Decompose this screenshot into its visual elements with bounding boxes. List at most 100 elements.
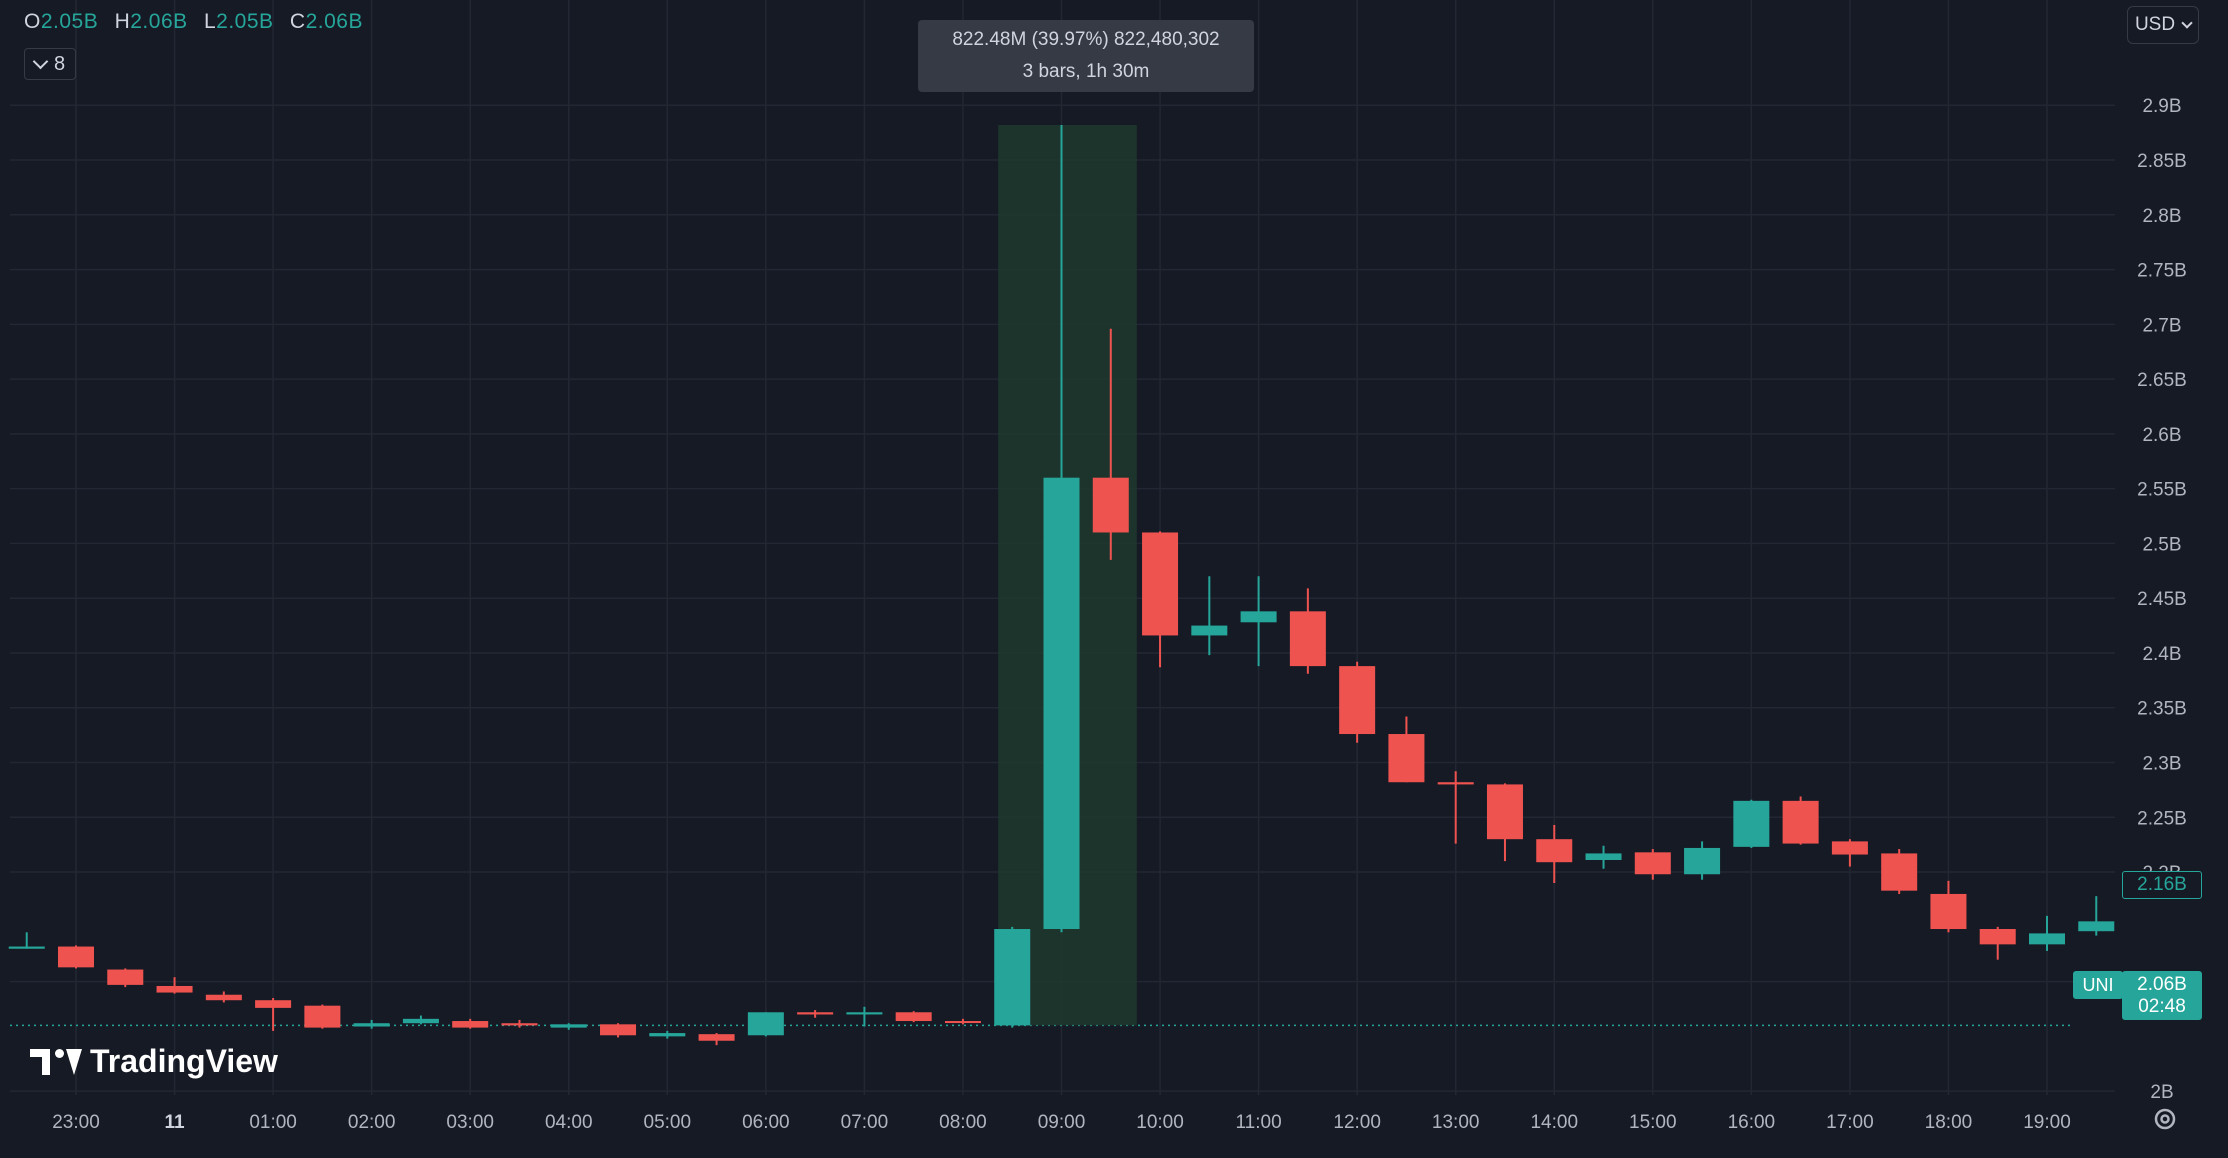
candle-body [255, 1000, 292, 1008]
candle-body [501, 1023, 538, 1026]
candle-body [1684, 847, 1721, 875]
currency-label: USD [2134, 14, 2176, 35]
time-tick-label: 13:00 [1432, 1112, 1480, 1133]
price-tick-label: 2.4B [2142, 644, 2181, 665]
high-label: H [114, 10, 131, 33]
candle-body [1585, 853, 1622, 861]
candle-body [944, 1021, 981, 1024]
candle-body [600, 1024, 637, 1036]
time-tick-label: 16:00 [1728, 1112, 1776, 1133]
time-tick-label: 23:00 [52, 1112, 100, 1133]
time-tick-label: 19:00 [2023, 1112, 2071, 1133]
time-tick-label: 04:00 [545, 1112, 593, 1133]
tradingview-logo[interactable]: TradingView [30, 1043, 278, 1080]
candle-body [747, 1012, 784, 1036]
candle-body [1240, 611, 1277, 623]
time-tick-label: 05:00 [644, 1112, 692, 1133]
price-tick-label: 2.6B [2142, 425, 2181, 446]
low-value: 2.05B [216, 10, 274, 33]
price-tick-label: 2.25B [2137, 808, 2187, 829]
measure-tooltip-change: 822.48M (39.97%) 822,480,302 [952, 29, 1220, 50]
candle-body [1043, 477, 1080, 930]
price-axis: 2B2.1B2.2B2.25B2.3B2.35B2.4B2.45B2.5B2.5… [2137, 96, 2187, 1103]
time-tick-label: 15:00 [1629, 1112, 1677, 1133]
chevron-down-icon [32, 53, 49, 69]
time-tick-label: 02:00 [348, 1112, 396, 1133]
indicators-toggle-button[interactable]: 8 [24, 48, 76, 80]
symbol-tag: UNI [2073, 971, 2123, 999]
last-price-value: 2.06B [2137, 974, 2187, 995]
candle-body [1339, 666, 1376, 735]
bar-countdown: 02:48 [2138, 996, 2186, 1017]
price-tick-label: 2.45B [2137, 589, 2187, 610]
chevron-down-icon [2181, 17, 2193, 29]
candle-body [1930, 893, 1967, 930]
candle-body [1536, 839, 1573, 863]
candle-body [353, 1023, 390, 1027]
candle-body [1634, 852, 1671, 875]
price-tick-label: 2.55B [2137, 480, 2187, 501]
brand-name: TradingView [90, 1043, 278, 1079]
close-value: 2.06B [305, 10, 363, 33]
time-tick-label: 06:00 [742, 1112, 790, 1133]
candle-body [1831, 841, 1868, 855]
time-tick-label: 12:00 [1333, 1112, 1381, 1133]
candle-body [1979, 929, 2016, 945]
time-tick-label: 08:00 [939, 1112, 987, 1133]
candle-body [8, 946, 45, 949]
close-label: C [289, 10, 306, 33]
candle-body [550, 1024, 587, 1028]
indicator-count: 8 [53, 52, 66, 75]
candle-body [1782, 800, 1819, 844]
candle-body [156, 985, 193, 993]
candle-body [1388, 734, 1425, 783]
candle-body [1486, 784, 1523, 840]
candle-body [304, 1005, 341, 1028]
price-tick-label: 2.8B [2142, 206, 2181, 227]
candle-body [107, 969, 144, 985]
low-label: L [203, 10, 217, 33]
time-axis: 23:00 11 01:00 02:00 03:00 04:00 05:00 06:00 07:… [52, 1112, 2071, 1133]
price-marker-label: 2.16B [2122, 871, 2202, 899]
price-tick-label: 2.35B [2137, 699, 2187, 720]
time-tick-label: 11:00 [1236, 1112, 1282, 1133]
time-tick-label: 11 [165, 1112, 186, 1133]
candle-body [895, 1012, 932, 1022]
price-tick-label: 2.85B [2137, 151, 2187, 172]
candle-body [1092, 477, 1129, 533]
candle-body [58, 946, 94, 968]
candle-body [1289, 611, 1326, 667]
candle-body [2029, 933, 2065, 945]
candle-body [452, 1021, 489, 1028]
currency-select[interactable]: USD [2127, 6, 2199, 44]
candle-body [402, 1018, 439, 1024]
candle-body [698, 1034, 735, 1041]
price-tick-label: 2.9B [2142, 96, 2181, 117]
time-tick-label: 09:00 [1038, 1112, 1086, 1133]
candle-body [1437, 782, 1474, 785]
time-tick-label: 03:00 [446, 1112, 494, 1133]
price-tick-label: 2.7B [2142, 315, 2181, 336]
high-value: 2.06B [130, 10, 188, 33]
open-label: O [24, 10, 41, 33]
price-tick-label: 2.3B [2142, 754, 2181, 775]
time-tick-label: 14:00 [1530, 1112, 1578, 1133]
candle-body [1733, 800, 1770, 847]
price-tick-label: 2.65B [2137, 370, 2187, 391]
open-value: 2.05B [40, 10, 99, 33]
candle-body [797, 1012, 834, 1015]
time-tick-label: 01:00 [249, 1112, 297, 1133]
measure-tooltip: 822.48M (39.97%) 822,480,302 3 bars, 1h … [918, 20, 1254, 92]
time-tick-label: 10:00 [1136, 1112, 1184, 1133]
time-tick-label: 17:00 [1826, 1112, 1874, 1133]
candles [8, 124, 2115, 1046]
tradingview-logo-icon [30, 1048, 82, 1075]
candle-body [994, 929, 1031, 1026]
candle-body [846, 1012, 883, 1015]
settings-gear-icon[interactable] [2152, 1106, 2178, 1132]
candle-body [1191, 625, 1228, 636]
price-tick-label: 2B [2150, 1082, 2173, 1103]
price-tick-label: 2.75B [2137, 261, 2187, 282]
candle-body [649, 1033, 686, 1037]
